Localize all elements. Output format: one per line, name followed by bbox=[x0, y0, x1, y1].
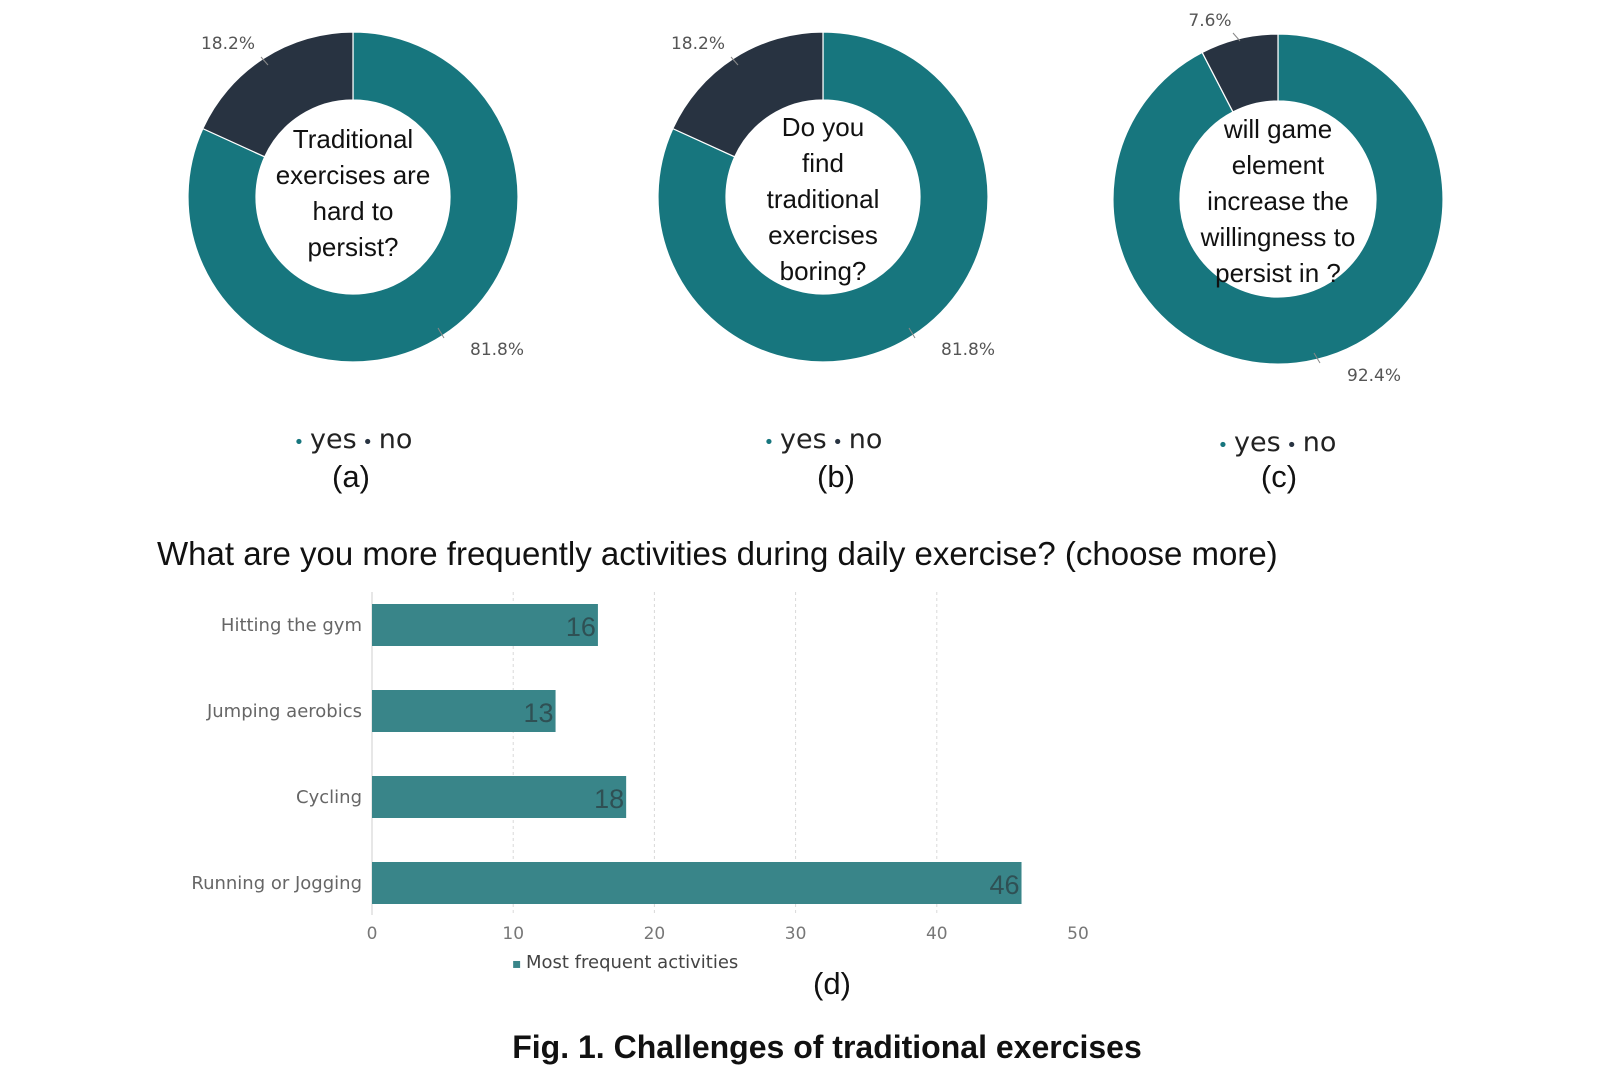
figure-caption: Fig. 1. Challenges of traditional exerci… bbox=[512, 1029, 1142, 1065]
bar-chart-d: 16 Hitting the gym 13 Jumping aerobics 18 Cyc… bbox=[191, 592, 1089, 973]
donut-chart-c: 92.4% 7.6% will game element increase the wil… bbox=[1112, 11, 1444, 494]
bar-legend-marker: ▪ bbox=[512, 956, 526, 972]
bar-value-label: 16 bbox=[566, 612, 596, 642]
bar-value-label: 13 bbox=[524, 698, 554, 728]
donut-value-label: 18.2% bbox=[201, 34, 255, 54]
legend-label-yes: yes bbox=[1234, 427, 1281, 458]
donut-chart-a: 81.8% 18.2% Traditional exercises are hard t… bbox=[187, 31, 524, 494]
legend-label-no: no bbox=[1303, 427, 1337, 458]
legend-marker-no: • bbox=[357, 432, 379, 453]
donut-center-text: hard to bbox=[313, 196, 394, 226]
donut-center-text: willingness to bbox=[1200, 222, 1356, 252]
legend-text: • yes • no bbox=[1218, 427, 1337, 458]
legend-marker-yes: • bbox=[294, 432, 310, 453]
donut-slice-yes bbox=[187, 31, 519, 363]
bar-cycling bbox=[372, 776, 627, 818]
x-tick-label: 30 bbox=[785, 924, 807, 944]
donut-center-text: exercises are bbox=[276, 160, 431, 190]
leader-line bbox=[908, 327, 916, 339]
donut-center-text: persist? bbox=[307, 232, 398, 262]
legend-marker-no: • bbox=[827, 432, 849, 453]
legend-text: • yes • no bbox=[764, 424, 883, 455]
bar-value-label: 46 bbox=[989, 870, 1019, 900]
donut-center-text: increase the bbox=[1207, 186, 1349, 216]
donut-value-label: 81.8% bbox=[941, 340, 995, 360]
x-tick-label: 10 bbox=[502, 924, 524, 944]
donut-value-label: 81.8% bbox=[470, 340, 524, 360]
category-label: Cycling bbox=[296, 787, 362, 808]
legend-marker-yes: • bbox=[1218, 435, 1234, 456]
donut-slice-yes bbox=[657, 31, 989, 363]
panel-label-d: (d) bbox=[813, 966, 851, 1001]
leader-line bbox=[437, 327, 445, 339]
panel-label: (b) bbox=[817, 459, 855, 494]
bar-jumping-aerobics bbox=[372, 690, 556, 732]
donut-center-text: Traditional bbox=[293, 124, 413, 154]
leader-line bbox=[1232, 32, 1241, 42]
donut-center-text: persist in ? bbox=[1215, 258, 1341, 288]
donut-center-text: Do you bbox=[782, 112, 864, 142]
donut-slice-no bbox=[202, 31, 354, 158]
donut-chart-b: 81.8% 18.2% Do you find traditional exercises… bbox=[657, 31, 995, 494]
leader-line bbox=[1313, 352, 1321, 364]
donut-center-text: element bbox=[1232, 150, 1325, 180]
donut-legend: • yes • no bbox=[764, 424, 883, 455]
donut-value-label: 18.2% bbox=[671, 34, 725, 54]
bar-legend-label: Most frequent activities bbox=[526, 952, 738, 973]
donut-legend: • yes • no bbox=[1218, 427, 1337, 458]
legend-text: • yes • no bbox=[294, 424, 413, 455]
x-tick-label: 50 bbox=[1067, 924, 1089, 944]
category-label: Running or Jogging bbox=[191, 873, 362, 894]
panel-label: (a) bbox=[332, 459, 370, 494]
donut-value-label: 7.6% bbox=[1188, 11, 1231, 31]
x-tick-label: 20 bbox=[644, 924, 666, 944]
donut-center-text: exercises bbox=[768, 220, 878, 250]
panel-label: (c) bbox=[1261, 459, 1297, 494]
legend-label-yes: yes bbox=[310, 424, 357, 455]
x-tick-label: 0 bbox=[367, 924, 378, 944]
category-label: Hitting the gym bbox=[221, 615, 362, 636]
leader-line bbox=[730, 56, 739, 66]
bar-hitting-the-gym bbox=[372, 604, 598, 646]
legend-label-no: no bbox=[379, 424, 413, 455]
legend-marker-yes: • bbox=[764, 432, 780, 453]
donut-slice-no bbox=[672, 31, 824, 158]
x-tick-label: 40 bbox=[926, 924, 948, 944]
bar-chart-title: What are you more frequently activities … bbox=[157, 535, 1278, 572]
donut-slice-yes bbox=[1112, 33, 1444, 365]
legend-label-yes: yes bbox=[780, 424, 827, 455]
donut-legend: • yes • no bbox=[294, 424, 413, 455]
bar-value-label: 18 bbox=[594, 784, 624, 814]
bar-running-or-jogging bbox=[372, 862, 1022, 904]
legend-label-no: no bbox=[849, 424, 883, 455]
donut-center-text: find bbox=[802, 148, 844, 178]
donut-slice-no bbox=[1201, 33, 1279, 113]
donut-center-text: boring? bbox=[780, 256, 867, 286]
donut-center-text: traditional bbox=[767, 184, 880, 214]
leader-line bbox=[260, 56, 269, 66]
bar-legend: ▪ Most frequent activities bbox=[512, 952, 738, 973]
category-label: Jumping aerobics bbox=[206, 701, 362, 722]
donut-center-text: will game bbox=[1223, 114, 1332, 144]
legend-marker-no: • bbox=[1281, 435, 1303, 456]
donut-value-label: 92.4% bbox=[1347, 366, 1401, 386]
